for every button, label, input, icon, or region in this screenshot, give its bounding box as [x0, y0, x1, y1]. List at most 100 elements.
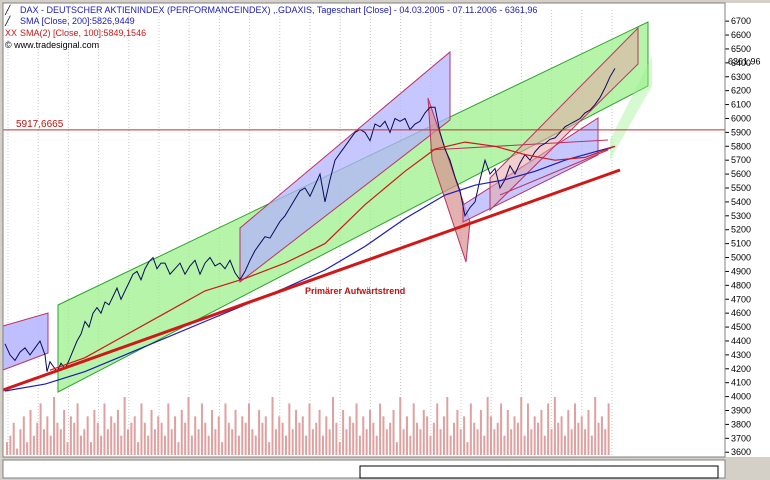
volume-bar: [301, 416, 304, 455]
trend-line-inner-2: [499, 149, 609, 196]
channel-red-recent: [489, 26, 639, 212]
volume-bar: [69, 416, 72, 455]
y-tick-label: 6200: [731, 86, 751, 96]
volume-bar: [604, 429, 607, 455]
volume-bar: [513, 416, 516, 455]
y-tick-label: 5200: [731, 225, 751, 235]
volume-bar: [103, 403, 106, 455]
volume-bar: [358, 435, 361, 455]
y-tick-label: 4500: [731, 322, 751, 332]
y-tick-label: 6300: [731, 72, 751, 82]
volume-bar: [211, 409, 214, 455]
volume-bar: [456, 409, 459, 455]
y-tick-label: 4300: [731, 350, 751, 360]
volume-bar: [459, 429, 462, 455]
volume-bar: [321, 435, 324, 455]
volume-bar: [382, 416, 385, 455]
volume-bar: [133, 416, 136, 455]
volume-bar: [46, 416, 49, 455]
y-tick-label: 3800: [731, 419, 751, 429]
volume-bar: [530, 429, 533, 455]
volume-bar: [86, 416, 89, 455]
volume-bar: [214, 429, 217, 455]
volume-bar: [187, 397, 190, 455]
volume-bar: [466, 442, 469, 455]
y-tick-label: 5400: [731, 197, 751, 207]
volume-bar: [574, 403, 577, 455]
volume-bar: [204, 422, 207, 455]
volume-bar: [526, 403, 529, 455]
y-tick-label: 6600: [731, 30, 751, 40]
y-tick-label: 3900: [731, 406, 751, 416]
volume-bar: [563, 435, 566, 455]
channel-green-wide: [57, 21, 649, 393]
volume-bar: [476, 429, 479, 455]
y-tick-label: 5600: [731, 169, 751, 179]
y-tick-label: 4700: [731, 294, 751, 304]
volume-bar: [567, 409, 570, 455]
volume-bar: [244, 422, 247, 455]
volume-bar: [486, 397, 489, 455]
volume-bar: [26, 442, 29, 455]
volume-bar: [600, 416, 603, 455]
volume-bar: [100, 435, 103, 455]
channel-green-end: [610, 56, 652, 160]
series-line-0: [4, 68, 616, 373]
volume-bar: [419, 429, 422, 455]
volume-bar: [369, 409, 371, 455]
volume-bar: [197, 429, 200, 455]
y-tick-label: 4000: [731, 392, 751, 402]
level-label: 5917,6665: [16, 119, 64, 130]
y-tick-label: 4600: [731, 308, 751, 318]
volume-bar: [137, 442, 140, 455]
volume-bar: [143, 422, 146, 455]
volume-bar: [39, 403, 42, 455]
volume-bar: [200, 403, 203, 455]
volume-bar: [56, 422, 59, 455]
volume-bar: [79, 435, 82, 455]
legend-prefix-0: ╱: [4, 4, 11, 16]
volume-bar: [587, 409, 590, 455]
volume-bar: [442, 416, 445, 455]
volume-bar: [251, 429, 254, 455]
volume-bar: [221, 442, 224, 455]
volume-bar: [597, 422, 600, 455]
volume-bar: [540, 409, 543, 455]
volume-bar: [523, 435, 526, 455]
volume-bar: [557, 422, 560, 455]
volume-bar: [392, 409, 395, 455]
volume-bar: [325, 416, 328, 455]
volume-bar: [453, 422, 456, 455]
volume-bar: [170, 429, 173, 455]
series-layer: [4, 68, 616, 392]
volume-bar: [248, 403, 250, 455]
y-tick-label: 6400: [731, 58, 751, 68]
volume-bar: [560, 416, 563, 455]
volume-bar: [53, 397, 56, 455]
volume-bar: [281, 422, 284, 455]
volume-bar: [157, 416, 160, 455]
volume-bar: [32, 435, 35, 455]
volume-bar: [241, 416, 244, 455]
y-tick-label: 4400: [731, 336, 751, 346]
volume-bar: [607, 403, 610, 455]
volume-bar: [584, 429, 587, 455]
volume-bar: [439, 429, 442, 455]
volume-bar: [503, 435, 506, 455]
volume-bar: [16, 448, 19, 455]
volume-bar: [288, 403, 291, 455]
y-tick-label: 6500: [731, 44, 751, 54]
volume-bar: [113, 422, 116, 455]
volume-bar: [123, 397, 126, 455]
volume-bar: [194, 416, 197, 455]
y-tick-label: 6700: [731, 16, 751, 26]
volume-bar: [550, 429, 553, 455]
volume-bar: [305, 435, 308, 455]
y-tick-label: 3600: [731, 447, 751, 457]
volume-bar: [96, 422, 99, 455]
volume-bar: [298, 422, 301, 455]
volume-bar: [177, 442, 180, 455]
volume-bar: [237, 435, 240, 455]
volume-bar: [402, 429, 405, 455]
